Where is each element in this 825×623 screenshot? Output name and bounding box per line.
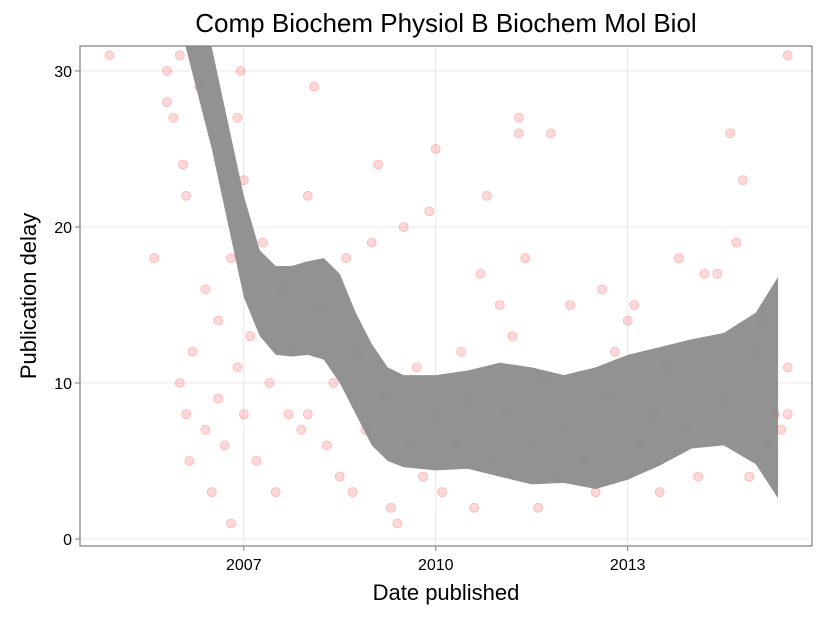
point <box>398 221 409 232</box>
point <box>373 159 384 170</box>
point <box>104 50 115 61</box>
point <box>545 128 556 139</box>
point <box>206 487 217 498</box>
point <box>520 253 531 264</box>
point <box>776 424 787 435</box>
panel-border <box>79 45 813 547</box>
point <box>417 471 428 482</box>
point <box>232 112 243 123</box>
point <box>469 502 480 513</box>
x-tick-label: 2013 <box>610 557 646 574</box>
point <box>622 315 633 326</box>
point <box>494 299 505 310</box>
point <box>782 409 793 420</box>
point <box>366 237 377 248</box>
point <box>219 440 230 451</box>
point <box>341 253 352 264</box>
point <box>731 237 742 248</box>
point <box>411 362 422 373</box>
point <box>513 112 524 123</box>
chart-title: Comp Biochem Physiol B Biochem Mol Biol <box>195 8 696 38</box>
point <box>392 518 403 529</box>
point <box>513 128 524 139</box>
point <box>226 253 237 264</box>
y-axis-title: Publication delay <box>16 213 41 379</box>
point <box>235 65 246 76</box>
point <box>481 190 492 201</box>
point <box>283 409 294 420</box>
point <box>609 346 620 357</box>
point <box>321 440 332 451</box>
point <box>270 487 281 498</box>
point <box>654 487 665 498</box>
point <box>162 65 173 76</box>
point <box>782 50 793 61</box>
point <box>437 487 448 498</box>
point <box>597 284 608 295</box>
point <box>744 471 755 482</box>
panel <box>80 46 812 546</box>
point <box>258 237 268 248</box>
point <box>302 409 313 420</box>
y-tick-label: 0 <box>63 532 72 549</box>
point <box>296 424 307 435</box>
point <box>334 471 345 482</box>
point <box>347 487 358 498</box>
x-tick-label: 2007 <box>226 557 262 574</box>
point <box>181 409 192 420</box>
point <box>200 284 211 295</box>
point <box>251 455 262 466</box>
point <box>385 502 396 513</box>
point <box>309 81 320 92</box>
point <box>232 362 243 373</box>
point <box>213 315 224 326</box>
point <box>174 377 185 388</box>
point <box>712 268 723 279</box>
point <box>184 455 195 466</box>
point <box>430 143 441 154</box>
point <box>174 50 185 61</box>
point <box>162 97 173 108</box>
confidence-band <box>185 46 779 499</box>
point <box>187 346 198 357</box>
point <box>149 253 160 264</box>
point <box>673 253 684 264</box>
point <box>565 299 576 310</box>
point <box>181 190 192 201</box>
point <box>245 331 256 342</box>
point <box>238 409 249 420</box>
point <box>178 159 189 170</box>
point <box>226 518 237 529</box>
point <box>693 471 704 482</box>
point <box>213 393 224 404</box>
point <box>725 128 736 139</box>
y-tick-label: 10 <box>54 376 72 393</box>
point <box>699 268 710 279</box>
point <box>737 175 748 186</box>
point <box>629 299 640 310</box>
x-axis-title: Date published <box>373 580 520 605</box>
point <box>264 377 275 388</box>
point <box>424 206 435 217</box>
point <box>475 268 486 279</box>
point <box>200 424 211 435</box>
point <box>782 362 793 373</box>
x-tick-label: 2010 <box>418 557 454 574</box>
point <box>168 112 179 123</box>
point <box>328 377 339 388</box>
point <box>533 502 544 513</box>
y-tick-label: 20 <box>54 220 72 237</box>
point <box>456 346 467 357</box>
y-tick-label: 30 <box>54 64 72 81</box>
point <box>302 190 313 201</box>
point <box>507 331 518 342</box>
